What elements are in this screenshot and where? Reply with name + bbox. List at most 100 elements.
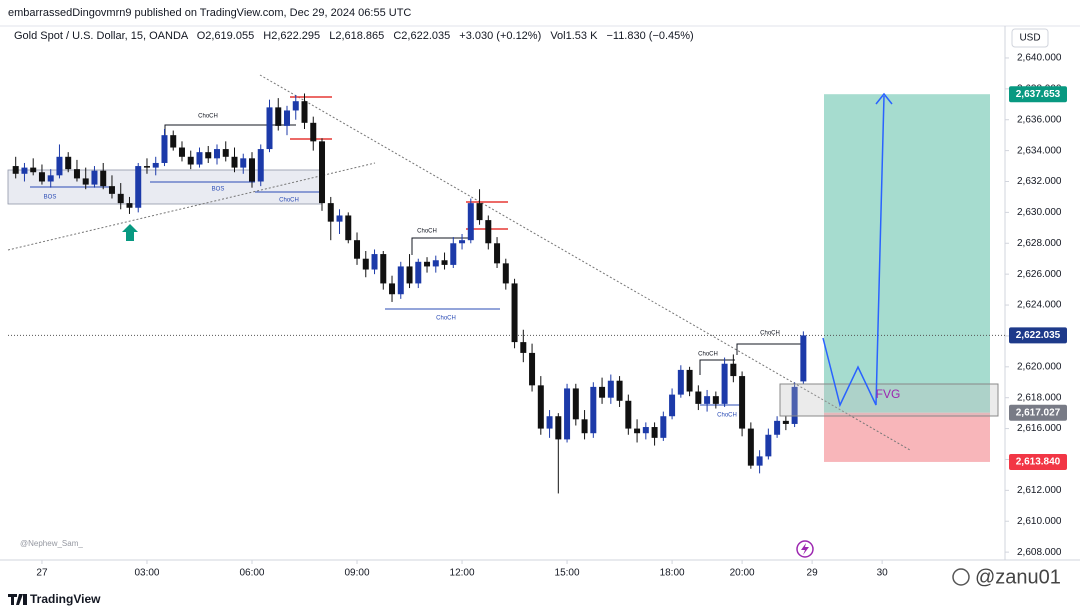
candle-body [205, 152, 212, 159]
candle-body [721, 363, 728, 404]
candle-body [774, 420, 781, 435]
candle-body [310, 122, 317, 142]
event-icon[interactable] [796, 540, 814, 558]
x-tick-label: 03:00 [134, 568, 159, 579]
candle-body [642, 427, 649, 434]
x-tick-label: 29 [807, 568, 819, 579]
candle-body [520, 342, 527, 353]
symbol: Gold Spot / U.S. Dollar, 15, OANDA [14, 30, 189, 42]
choch-line [736, 343, 805, 355]
x-tick-label: 12:00 [450, 568, 475, 579]
candle-body [590, 386, 597, 434]
choch-line [699, 359, 735, 375]
currency: USD [1019, 33, 1040, 44]
annotation: ChoCH [760, 331, 780, 337]
candle-body [47, 175, 54, 182]
x-tick-label: 06:00 [239, 568, 264, 579]
candle-body [56, 156, 63, 176]
trend-line [7, 162, 376, 251]
candle-body [354, 240, 361, 259]
candle-body [135, 166, 142, 208]
y-tick-label: 2,624.000 [1017, 300, 1062, 311]
candle-body [625, 400, 632, 429]
candle-body [415, 261, 422, 284]
candle-body [695, 391, 702, 404]
candle-body [397, 266, 404, 295]
candle-body [677, 369, 684, 395]
candle-body [800, 335, 807, 382]
chart-title: Gold Spot / U.S. Dollar, 15, OANDA O2,61… [14, 30, 694, 42]
y-tick-label: 2,610.000 [1017, 516, 1062, 527]
y-tick-label: 2,612.000 [1017, 485, 1062, 496]
candle-body [502, 263, 509, 284]
candle-body [564, 388, 571, 440]
candle-body [248, 158, 255, 182]
candle-body [170, 135, 177, 148]
candle-body [380, 254, 387, 284]
candle-body [222, 149, 229, 157]
y-tick-label: 2,608.000 [1017, 547, 1062, 558]
price-label-box [1009, 453, 1067, 470]
plot [7, 74, 1005, 558]
y-tick-label: 2,616.000 [1017, 423, 1062, 434]
candle-body [213, 149, 220, 159]
candle-body [178, 147, 185, 157]
choch-line [411, 237, 468, 255]
candle-body [669, 394, 676, 417]
structure-lines [30, 96, 805, 406]
y-tick-label: 2,628.000 [1017, 238, 1062, 249]
candle-body [257, 149, 264, 182]
y-tick-label: 2,636.000 [1017, 114, 1062, 125]
legend-low: L2,618.865 [329, 30, 384, 42]
candle-body [73, 169, 80, 179]
candle-body [616, 380, 623, 401]
fvg-box [779, 383, 999, 417]
annotation: BOS [212, 187, 225, 193]
watermark-logo [952, 568, 970, 586]
candle-body [152, 162, 159, 168]
candle-body [117, 193, 124, 204]
currency-box[interactable] [1011, 28, 1049, 48]
buy-arrow [122, 224, 138, 241]
candle-body [467, 203, 474, 241]
choch-line [164, 124, 296, 142]
candle-body [747, 428, 754, 466]
candle-body [240, 158, 247, 168]
annotation: ChoCH [417, 229, 437, 235]
candle-body [581, 419, 588, 434]
candle-body [345, 215, 352, 241]
candle-body [607, 380, 614, 398]
watermark: @zanu01 [975, 566, 1061, 588]
y-tick-label: 2,632.000 [1017, 176, 1062, 187]
annotation: BOS [44, 195, 57, 201]
candle-body [406, 266, 413, 284]
y-tick-label: 2,630.000 [1017, 207, 1062, 218]
candle-body [231, 156, 238, 168]
y-tick-label: 2,634.000 [1017, 145, 1062, 156]
candle-body [362, 258, 369, 270]
candle-body [441, 260, 448, 265]
loss-zone [824, 412, 990, 462]
candle-body [476, 203, 483, 221]
candle-body [599, 386, 606, 398]
candle-body [65, 156, 72, 170]
candle-body [319, 141, 326, 204]
x-tick-label: 18:00 [660, 568, 685, 579]
candle-body [704, 396, 711, 404]
candle-body [38, 172, 45, 182]
candle-body [756, 456, 763, 466]
candle-body [782, 420, 789, 424]
candle-body [108, 186, 115, 194]
price-label: 2,622.035 [1016, 330, 1061, 341]
candle-body [161, 135, 168, 163]
candle-body [555, 416, 562, 440]
candle-body [791, 386, 798, 424]
candle-body [572, 388, 579, 420]
candle-body [126, 203, 133, 208]
candles [12, 93, 807, 494]
annotation: ChoCH [198, 114, 218, 120]
candle-body [529, 352, 536, 386]
legend-vol-change: −11.830 (−0.45%) [606, 30, 693, 42]
candle-body [494, 243, 501, 264]
candle-body [634, 428, 641, 434]
